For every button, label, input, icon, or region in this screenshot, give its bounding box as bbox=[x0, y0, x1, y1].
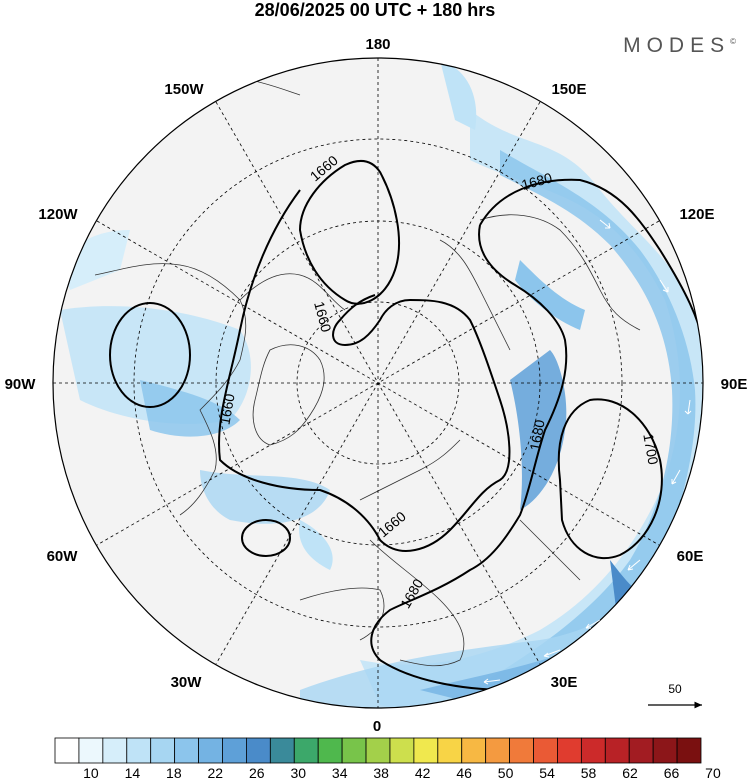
contour-label-1660-west: 1660 bbox=[216, 392, 237, 426]
colorbar-swatch bbox=[485, 737, 511, 764]
colorbar-swatch bbox=[628, 737, 654, 764]
colorbar-label: 38 bbox=[373, 765, 389, 781]
colorbar-swatch bbox=[126, 737, 152, 764]
colorbar bbox=[54, 737, 702, 764]
lon-label-30w: 30W bbox=[171, 674, 203, 691]
colorbar-swatch bbox=[557, 737, 582, 764]
colorbar-swatch bbox=[78, 737, 104, 764]
colorbar-swatch bbox=[533, 737, 558, 764]
colorbar-swatch bbox=[269, 737, 295, 764]
lon-label-30e: 30E bbox=[551, 674, 578, 691]
colorbar-label: 46 bbox=[456, 765, 472, 781]
colorbar-swatch bbox=[341, 737, 367, 764]
colorbar-swatch bbox=[54, 737, 80, 764]
colorbar-swatch bbox=[676, 737, 702, 764]
lon-label-150w: 150W bbox=[164, 81, 204, 98]
colorbar-swatch bbox=[317, 737, 343, 764]
longitude-labels: 180 150W 150E 120W 120E 90W 90E 60W 60E … bbox=[5, 36, 748, 735]
colorbar-label: 66 bbox=[664, 765, 680, 781]
colorbar-swatch bbox=[198, 737, 223, 764]
brand-name: MODES bbox=[623, 34, 731, 57]
globe-rim bbox=[52, 57, 704, 709]
contour-1680-northeast bbox=[479, 178, 703, 383]
colorbar-swatch bbox=[293, 737, 319, 764]
lon-label-120e: 120E bbox=[679, 206, 714, 223]
colorbar-swatch bbox=[580, 737, 606, 764]
colorbar-swatch bbox=[102, 737, 128, 764]
wind-reference: 50 bbox=[648, 682, 702, 709]
colorbar-label: 30 bbox=[290, 765, 306, 781]
colorbar-swatch bbox=[461, 737, 487, 764]
brand-mark: © bbox=[730, 37, 736, 46]
lon-label-60e: 60E bbox=[677, 548, 704, 565]
brand-logo: MODES© bbox=[623, 34, 736, 58]
colorbar-swatch bbox=[222, 737, 247, 764]
colorbar-swatch bbox=[604, 737, 630, 764]
colorbar-label: 70 bbox=[705, 765, 721, 781]
colorbar-label: 50 bbox=[498, 765, 514, 781]
colorbar-labels: 10 14 18 22 26 30 34 38 42 46 50 54 58 62 66 70 bbox=[83, 765, 721, 781]
map-title: 28/06/2025 00 UTC + 180 hrs bbox=[254, 0, 496, 20]
lon-label-60w: 60W bbox=[47, 548, 79, 565]
colorbar-label: 22 bbox=[208, 765, 224, 781]
colorbar-swatch bbox=[437, 737, 463, 764]
colorbar-label: 62 bbox=[622, 765, 638, 781]
colorbar-swatch bbox=[413, 737, 439, 764]
contour-label-1680-east: 1680 bbox=[526, 418, 547, 452]
contour-1660-north bbox=[298, 159, 401, 305]
wind-vectors bbox=[483, 219, 692, 685]
colorbar-label: 18 bbox=[166, 765, 182, 781]
lon-label-180: 180 bbox=[365, 36, 390, 53]
colorbar-label: 58 bbox=[581, 765, 597, 781]
colorbar-label: 26 bbox=[249, 765, 265, 781]
lon-label-90w: 90W bbox=[5, 376, 37, 393]
colorbar-label: 42 bbox=[415, 765, 431, 781]
contour-label-1680-northeast: 1680 bbox=[520, 169, 554, 193]
lon-label-120w: 120W bbox=[38, 206, 78, 223]
colorbar-swatch bbox=[246, 737, 271, 764]
contour-low-west bbox=[109, 302, 191, 408]
colorbar-label: 34 bbox=[332, 765, 348, 781]
colorbar-label: 54 bbox=[539, 765, 555, 781]
wind-speed-shading bbox=[60, 60, 703, 708]
graticule bbox=[53, 58, 703, 708]
colorbar-label: 14 bbox=[125, 765, 141, 781]
contour-1700 bbox=[557, 398, 663, 560]
colorbar-swatch bbox=[389, 737, 415, 764]
contour-label-1700: 1700 bbox=[640, 432, 661, 466]
lon-label-90e: 90E bbox=[721, 376, 748, 393]
colorbar-swatch bbox=[150, 737, 176, 764]
lon-label-150e: 150E bbox=[551, 81, 586, 98]
colorbar-swatch bbox=[652, 737, 678, 764]
lon-label-0: 0 bbox=[373, 718, 381, 735]
colorbar-swatch bbox=[365, 737, 391, 764]
contour-low-southwest bbox=[241, 519, 291, 557]
colorbar-swatch bbox=[174, 737, 199, 764]
wind-reference-label: 50 bbox=[668, 682, 682, 696]
colorbar-label: 10 bbox=[83, 765, 99, 781]
colorbar-swatch bbox=[509, 737, 534, 764]
contour-label-1660-inner: 1660 bbox=[311, 300, 335, 334]
coastlines bbox=[94, 79, 641, 667]
